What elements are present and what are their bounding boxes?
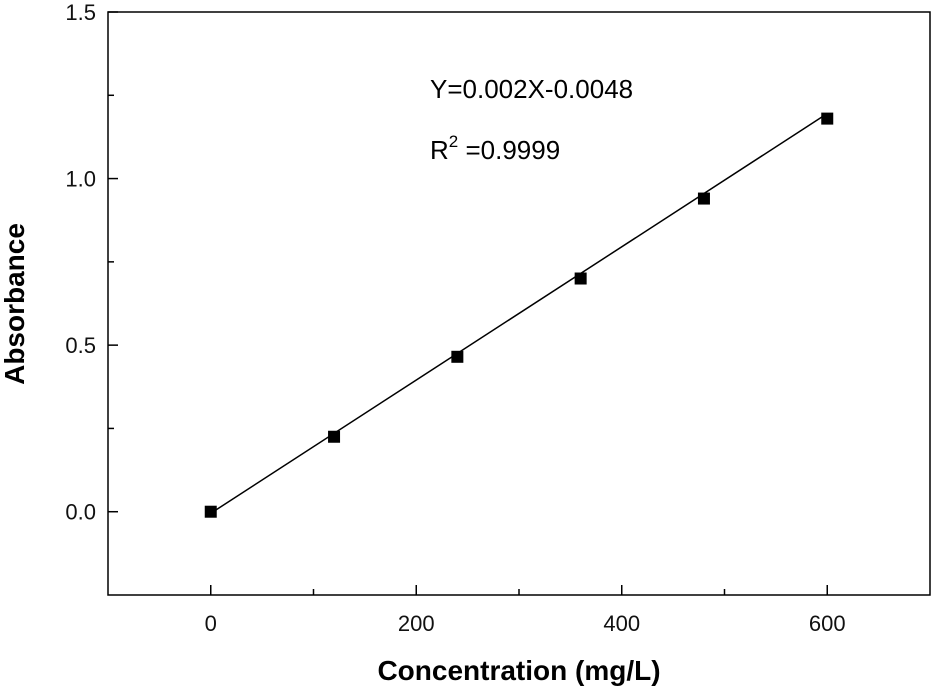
x-axis-ticks: 0 200 400 600 bbox=[205, 585, 846, 636]
y-tick-label: 1.5 bbox=[65, 0, 96, 25]
r2-annotation: R2 =0.9999 bbox=[430, 132, 560, 165]
fit-line-layer bbox=[210, 112, 828, 514]
y-axis-ticks: 0.0 0.5 1.0 1.5 bbox=[65, 0, 118, 525]
data-points bbox=[204, 112, 834, 518]
r2-value: =0.9999 bbox=[458, 135, 560, 165]
x-tick-label: 600 bbox=[809, 611, 846, 636]
data-point-marker bbox=[821, 112, 834, 125]
data-point-marker bbox=[574, 272, 587, 285]
x-tick-label: 0 bbox=[205, 611, 217, 636]
linear-fit-line bbox=[210, 112, 828, 514]
r2-base: R bbox=[430, 135, 449, 165]
equation-annotation: Y=0.002X-0.0048 bbox=[430, 74, 633, 104]
x-tick-label: 400 bbox=[603, 611, 640, 636]
data-point-marker bbox=[451, 350, 464, 363]
y-axis-title: Absorbance bbox=[0, 223, 30, 385]
y-tick-label: 0.0 bbox=[65, 500, 96, 525]
data-point-marker bbox=[697, 192, 710, 205]
x-axis-title: Concentration (mg/L) bbox=[377, 655, 660, 686]
data-point-marker bbox=[328, 430, 341, 443]
y-tick-label: 0.5 bbox=[65, 333, 96, 358]
x-tick-label: 200 bbox=[398, 611, 435, 636]
r2-exponent: 2 bbox=[449, 132, 458, 151]
data-point-marker bbox=[204, 505, 217, 518]
y-tick-label: 1.0 bbox=[65, 167, 96, 192]
